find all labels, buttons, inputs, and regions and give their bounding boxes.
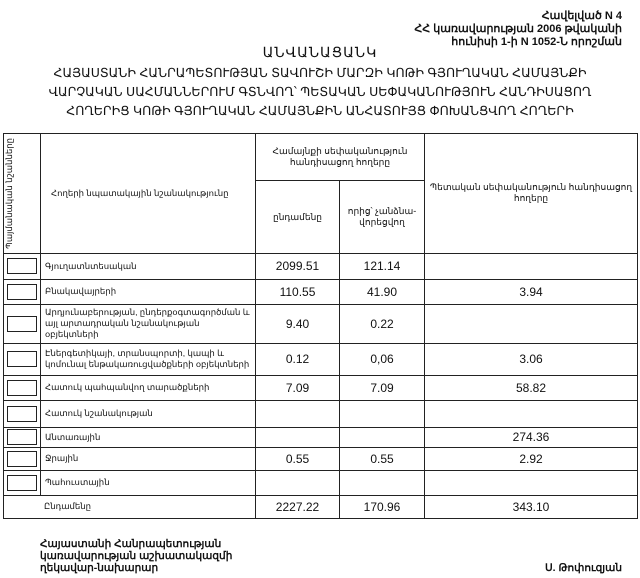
symbol-box <box>7 258 37 275</box>
symbol-cell <box>3 278 41 305</box>
symbol-box <box>7 315 37 332</box>
of-which-cell: 0.55 <box>339 446 425 471</box>
purpose-cell: Հատուկ պահպանվող տարածքների <box>40 374 256 401</box>
table-row: Հատուկ պահպանվող տարածքների 7.09 7.09 58… <box>3 374 638 401</box>
state-cell <box>424 303 638 344</box>
symbol-cell <box>3 303 41 344</box>
symbol-cell <box>3 426 41 448</box>
purpose-cell: Պահուստային <box>40 469 256 496</box>
symbol-box <box>7 450 37 467</box>
symbol-cell <box>3 252 41 280</box>
of-which-cell: 0,06 <box>339 342 425 376</box>
symbol-cell <box>3 374 41 401</box>
state-cell <box>424 469 638 496</box>
total-cell <box>255 426 340 448</box>
header-community: Համայնքի սեփականություն հանդիսացող հողեր… <box>255 132 425 182</box>
total-cell <box>255 469 340 496</box>
symbol-cell <box>3 342 41 376</box>
annex-line: Հավելված N 4 <box>541 10 622 22</box>
symbol-box <box>7 379 37 396</box>
table-row: Ջրային 0.55 0.55 2.92 <box>3 446 638 471</box>
total-cell: 110.55 <box>255 278 340 305</box>
table-row: Էներգետիկայի, տրանսպորտի, կապի և կոմունա… <box>3 342 638 376</box>
of-which-cell <box>339 426 425 448</box>
header-total: ընդամենը <box>255 180 340 254</box>
subtitle-line: ՎԱՐՉԱԿԱՆ ՍԱՀՄԱՆՆԵՐՈՒՄ ԳՏՆՎՈՂ՝ ՊԵՏԱԿԱՆ ՍԵ… <box>48 85 592 99</box>
land-table: Պայմանական նշանները Հողերի նպատակային նշ… <box>3 132 638 519</box>
grand-total-of-which: 170.96 <box>339 494 425 519</box>
position-line: Հայաստանի Հանրապետության <box>40 538 222 550</box>
symbol-cell <box>3 469 41 496</box>
total-cell: 7.09 <box>255 374 340 401</box>
purpose-cell: Ջրային <box>40 446 256 471</box>
total-cell: 2099.51 <box>255 252 340 280</box>
table-row: Արդյունաբերության, ընդերքօգտագործման և ա… <box>3 303 638 344</box>
state-cell <box>424 252 638 280</box>
grand-total-label: Ընդամենը <box>3 494 256 519</box>
table-row: Հատուկ նշանակության <box>3 399 638 428</box>
grand-total-total: 2227.22 <box>255 494 340 519</box>
of-which-cell: 41.90 <box>339 278 425 305</box>
table-row: Գյուղատնտեսական 2099.51 121.14 <box>3 252 638 280</box>
document-title: ԱՆՎԱՆԱՑԱՆԿ <box>262 44 378 60</box>
symbol-box <box>7 283 37 300</box>
table-row: Բնակավայրերի 110.55 41.90 3.94 <box>3 278 638 305</box>
table-row: Անտառային 274.36 <box>3 426 638 448</box>
annex-reference: Հավելված N 4 ՀՀ կառավարության 2006 թվակա… <box>362 10 622 49</box>
of-which-cell <box>339 469 425 496</box>
total-cell <box>255 399 340 428</box>
total-cell: 0.12 <box>255 342 340 376</box>
grand-total-state: 343.10 <box>424 494 638 519</box>
signatory-name: Ս. Թոփուզյան <box>544 562 622 574</box>
symbol-box <box>7 429 37 446</box>
header-of-which: որից՝ չանձնա-վորեցվող <box>339 180 425 254</box>
state-cell: 2.92 <box>424 446 638 471</box>
purpose-cell: Գյուղատնտեսական <box>40 252 256 280</box>
signatory-position: Հայաստանի Հանրապետության կառավարության ա… <box>40 538 232 574</box>
symbol-box <box>7 351 37 368</box>
grand-total-row: Ընդամենը 2227.22 170.96 343.10 <box>3 494 638 519</box>
of-which-cell <box>339 399 425 428</box>
annex-line: հունիսի 1-ի N 1052-Ն որոշման <box>451 36 622 48</box>
state-cell: 58.82 <box>424 374 638 401</box>
subtitle-line: ՀՈՂԵՐԻՑ ԿՈԹԻ ԳՅՈՒՂԱԿԱՆ ՀԱՄԱՅՆՔԻՆ ԱՆՀԱՏՈՒ… <box>66 104 574 118</box>
subtitle-line: ՀԱՅԱՍՏԱՆԻ ՀԱՆՐԱՊԵՏՈՒԹՅԱՆ ՏԱՎՈՒՇԻ ՄԱՐԶԻ Կ… <box>53 66 587 80</box>
purpose-cell: Բնակավայրերի <box>40 278 256 305</box>
state-cell: 3.06 <box>424 342 638 376</box>
symbol-cell <box>3 446 41 471</box>
total-cell: 0.55 <box>255 446 340 471</box>
table-row: Պահուստային <box>3 469 638 496</box>
purpose-cell: Անտառային <box>40 426 256 448</box>
purpose-cell: Հատուկ նշանակության <box>40 399 256 428</box>
position-line: կառավարության աշխատակազմի <box>40 550 233 562</box>
total-cell: 9.40 <box>255 303 340 344</box>
purpose-cell: Արդյունաբերության, ընդերքօգտագործման և ա… <box>40 303 256 344</box>
state-cell: 274.36 <box>424 426 638 448</box>
header-purpose: Հողերի նպատակային նշանակությունը <box>40 133 256 254</box>
annex-line: ՀՀ կառավարության 2006 թվականի <box>414 23 622 35</box>
header-symbols: Պայմանական նշանները <box>3 133 41 254</box>
of-which-cell: 121.14 <box>339 252 425 280</box>
header-state: Պետական սեփականություն հանդիսացող հողերը <box>424 133 638 254</box>
state-cell <box>424 399 638 428</box>
state-cell: 3.94 <box>424 278 638 305</box>
document-subtitle: ՀԱՅԱՍՏԱՆԻ ՀԱՆՐԱՊԵՏՈՒԹՅԱՆ ՏԱՎՈՒՇԻ ՄԱՐԶԻ Կ… <box>0 64 640 121</box>
symbol-box <box>7 474 37 491</box>
of-which-cell: 7.09 <box>339 374 425 401</box>
purpose-cell: Էներգետիկայի, տրանսպորտի, կապի և կոմունա… <box>40 342 256 376</box>
symbol-box <box>7 405 37 422</box>
position-line: ղեկավար-նախարար <box>40 562 159 574</box>
symbol-cell <box>3 399 41 428</box>
of-which-cell: 0.22 <box>339 303 425 344</box>
